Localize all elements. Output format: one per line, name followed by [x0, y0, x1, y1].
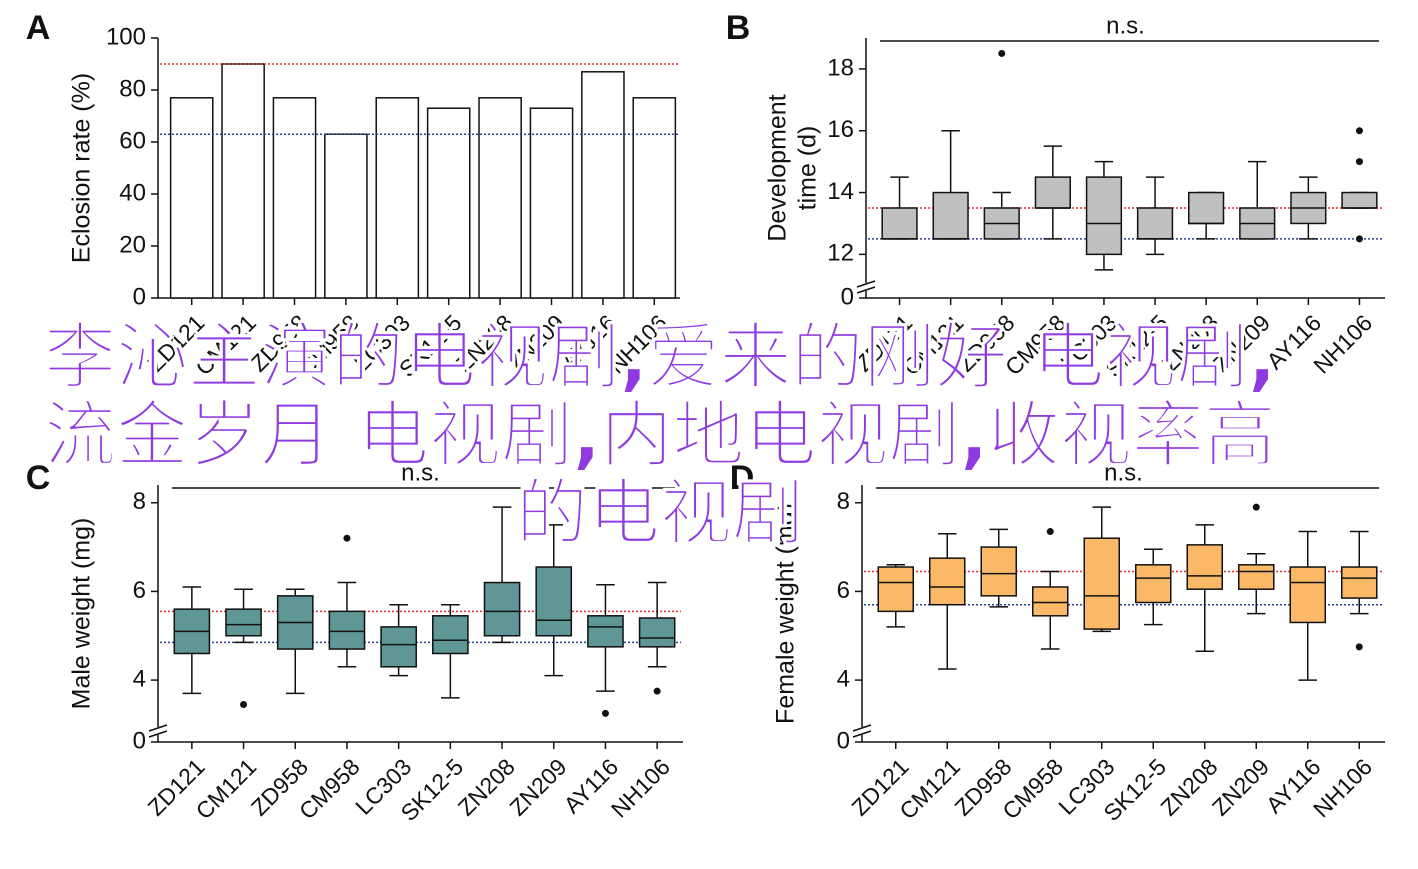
- axis-break: [148, 730, 168, 738]
- y-tick-label: 8: [837, 488, 850, 515]
- box: [980, 546, 1018, 597]
- panel-label: B: [726, 9, 751, 47]
- flier: [601, 709, 609, 717]
- bar: [581, 71, 625, 299]
- box: [932, 191, 969, 240]
- box: [1237, 564, 1275, 590]
- y-axis-label: Male weight (mg): [68, 518, 96, 710]
- significance-label: n.s.: [401, 459, 440, 486]
- y-tick-label: 6: [837, 577, 850, 604]
- box: [1188, 191, 1225, 225]
- box: [1134, 564, 1172, 604]
- y-tick-label: 12: [827, 240, 854, 267]
- box: [1031, 586, 1069, 617]
- box: [1034, 176, 1071, 209]
- x-tick-label: NH106: [1308, 753, 1377, 822]
- x-tick-label: ZN208: [453, 753, 520, 820]
- y-tick-label: 0: [837, 727, 850, 754]
- box: [225, 608, 262, 637]
- bar: [375, 97, 420, 299]
- bar: [221, 63, 265, 299]
- panel-label: C: [26, 459, 51, 497]
- axis-break: [856, 280, 876, 288]
- flier: [1355, 127, 1363, 135]
- box: [535, 566, 573, 637]
- bar: [632, 97, 677, 299]
- axis-break-gap: [149, 727, 167, 735]
- y-tick-label: 0: [841, 283, 854, 310]
- y-axis-label: time (d): [794, 126, 822, 211]
- box: [1289, 566, 1327, 624]
- panel-label: D: [730, 459, 755, 497]
- box: [483, 581, 521, 637]
- y-axis-label: Development: [764, 94, 792, 241]
- axis-break: [852, 724, 872, 732]
- box: [1136, 207, 1174, 240]
- bar: [324, 133, 368, 299]
- axis-break-gap: [857, 283, 875, 291]
- significance-label: n.s.: [1106, 12, 1145, 39]
- y-tick-label: 60: [119, 127, 146, 154]
- y-tick-label: 6: [133, 577, 146, 604]
- y-tick-label: 4: [837, 665, 850, 692]
- axis-break: [852, 730, 872, 738]
- y-axis-label: Female weight (mg): [772, 503, 800, 724]
- panel-label: A: [26, 9, 51, 47]
- y-axis-label: Eclosion rate (%): [68, 73, 96, 263]
- axis-break-gap: [853, 727, 871, 735]
- axis-break: [148, 724, 168, 732]
- y-tick-label: 16: [827, 116, 854, 143]
- significance-label: n.s.: [1104, 459, 1143, 486]
- x-tick-label: ZN209: [504, 753, 571, 820]
- y-tick-label: 4: [133, 665, 146, 692]
- flier: [653, 687, 661, 695]
- y-tick-label: 0: [133, 727, 146, 754]
- axis-break: [856, 286, 876, 294]
- bar: [529, 107, 574, 299]
- y-tick-label: 18: [827, 54, 854, 81]
- bar: [169, 97, 214, 299]
- y-tick-label: 80: [119, 75, 146, 102]
- x-tick-label: ZN209: [1207, 753, 1274, 820]
- flier: [240, 700, 248, 708]
- y-tick-label: 8: [133, 488, 146, 515]
- bar: [478, 97, 522, 299]
- box: [380, 626, 417, 668]
- box: [1340, 566, 1378, 599]
- flier: [1046, 528, 1054, 536]
- y-tick-label: 40: [119, 179, 146, 206]
- flier: [1355, 235, 1363, 243]
- box: [1083, 537, 1121, 630]
- overlay-text: 李沁主演的电视剧,爱来的刚好 电视剧,流金岁月 电视剧,内地电视剧,收视率高的电…: [44, 315, 1277, 555]
- box: [928, 557, 966, 606]
- y-tick-label: 0: [133, 283, 146, 310]
- flier: [1355, 158, 1363, 166]
- flier: [1355, 643, 1363, 651]
- y-tick-label: 20: [119, 231, 146, 258]
- y-tick-label: 100: [106, 23, 146, 50]
- flier: [998, 49, 1006, 57]
- box: [587, 615, 624, 648]
- flier: [1252, 503, 1260, 511]
- bar: [426, 107, 471, 299]
- box: [1186, 544, 1224, 590]
- y-tick-label: 14: [827, 178, 854, 205]
- box: [432, 615, 469, 655]
- x-tick-label: ZN208: [1155, 753, 1222, 820]
- box: [1341, 191, 1378, 209]
- x-tick-label: NH106: [1308, 309, 1377, 378]
- flier: [343, 534, 351, 542]
- box: [638, 617, 676, 648]
- box: [881, 207, 918, 240]
- bar: [272, 97, 317, 299]
- box: [328, 610, 366, 650]
- box: [877, 566, 915, 613]
- box: [1085, 176, 1123, 256]
- x-tick-label: NH106: [606, 753, 675, 822]
